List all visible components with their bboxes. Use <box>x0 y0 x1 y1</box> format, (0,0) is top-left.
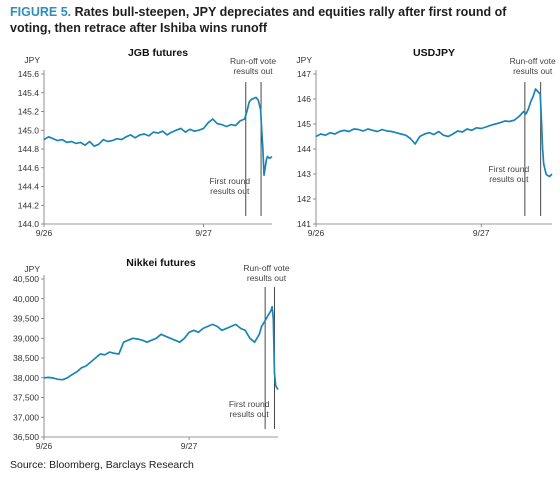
nikkei-y-tick-label: 37,500 <box>13 393 39 403</box>
nikkei-first-round-annotation: First round <box>229 399 270 409</box>
nikkei-y-tick-label: 37,000 <box>13 412 39 422</box>
jgb-y-tick-label: 144.0 <box>18 219 40 229</box>
jgb-y-tick-label: 144.6 <box>18 163 40 173</box>
nikkei-runoff-annotation: results out <box>247 273 287 283</box>
nikkei-x-tick-label: 9/26 <box>36 441 53 451</box>
nikkei-first-round-annotation: results out <box>230 409 270 419</box>
usdjpy-unit-label: JPY <box>296 55 312 65</box>
usdjpy-title: USDJPY <box>413 47 455 59</box>
nikkei-y-tick-label: 40,000 <box>13 294 39 304</box>
nikkei-x-tick-label: 9/27 <box>181 441 198 451</box>
jgb-y-tick-label: 145.2 <box>18 107 40 117</box>
jgb-first-round-annotation: results out <box>210 186 250 196</box>
nikkei-y-tick-label: 39,500 <box>13 314 39 324</box>
nikkei-y-tick-label: 38,500 <box>13 353 39 363</box>
nikkei-y-tick-label: 39,000 <box>13 333 39 343</box>
nikkei-title: Nikkei futures <box>126 257 196 269</box>
jgb-first-round-annotation: First round <box>209 176 250 186</box>
usdjpy-y-tick-label: 146 <box>297 94 311 104</box>
usdjpy-series-line <box>315 88 553 178</box>
figure-title: FIGURE 5. Rates bull-steepen, JPY deprec… <box>10 4 550 36</box>
jgb-runoff-annotation: results out <box>233 66 273 76</box>
nikkei-unit-label: JPY <box>24 264 40 274</box>
jgb-y-tick-label: 145.6 <box>18 69 40 79</box>
jgb-runoff-annotation: Run-off vote <box>230 56 276 66</box>
nikkei-series-line <box>43 305 279 391</box>
usdjpy-first-round-annotation: results out <box>489 174 529 184</box>
jgb-y-tick-label: 145.4 <box>18 88 40 98</box>
usdjpy-runoff-annotation: Run-off vote <box>510 56 556 66</box>
nikkei-y-tick-label: 36,500 <box>13 432 39 442</box>
nikkei-runoff-annotation: Run-off vote <box>243 263 289 273</box>
jgb-y-tick-label: 144.4 <box>18 182 40 192</box>
nikkei-y-tick-label: 40,500 <box>13 274 39 284</box>
usdjpy-runoff-annotation: results out <box>513 66 553 76</box>
jgb-y-tick-label: 144.8 <box>18 144 40 154</box>
jgb-x-tick-label: 9/26 <box>36 228 53 238</box>
usdjpy-y-tick-label: 141 <box>297 219 311 229</box>
jgb-x-tick-label: 9/27 <box>195 228 212 238</box>
usdjpy-y-tick-label: 143 <box>297 169 311 179</box>
jgb-unit-label: JPY <box>24 55 40 65</box>
jgb-title: JGB futures <box>128 47 188 59</box>
figure-source: Source: Bloomberg, Barclays Research <box>10 459 194 471</box>
usdjpy-first-round-annotation: First round <box>489 164 530 174</box>
usdjpy-y-tick-label: 147 <box>297 69 311 79</box>
jgb-y-tick-label: 145.0 <box>18 125 40 135</box>
usdjpy-x-tick-label: 9/27 <box>473 228 490 238</box>
usdjpy-y-tick-label: 145 <box>297 119 311 129</box>
figure-label: FIGURE 5. <box>10 5 72 19</box>
jgb-y-tick-label: 144.2 <box>18 200 40 210</box>
figure-title-text: Rates bull-steepen, JPY depreciates and … <box>10 5 507 35</box>
jgb-futures-chart: JGB futures JPY 145.6 145.4 145.2 145.0 144.8 1… <box>18 47 277 238</box>
nikkei-y-tick-label: 38,000 <box>13 373 39 383</box>
jgb-series-line <box>43 96 273 177</box>
usdjpy-x-tick-label: 9/26 <box>308 228 325 238</box>
usdjpy-y-tick-label: 142 <box>297 194 311 204</box>
usdjpy-y-tick-label: 144 <box>297 144 311 154</box>
